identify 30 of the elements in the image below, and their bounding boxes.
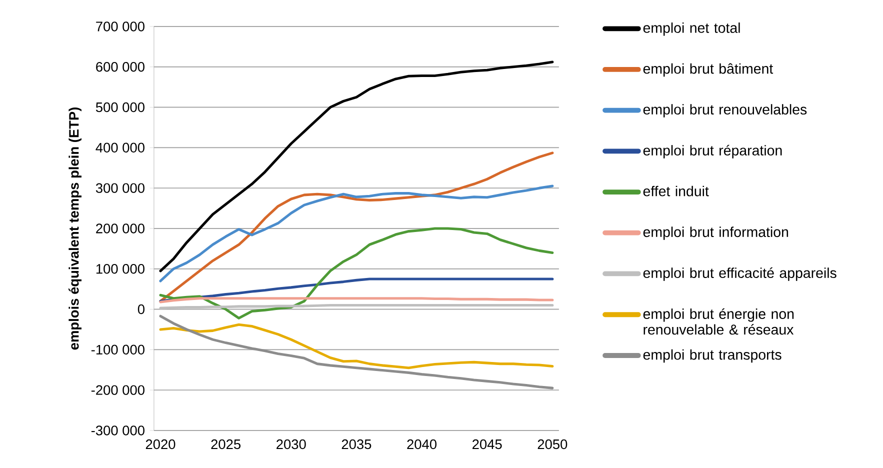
y-tick-label: 500 000 [96, 102, 144, 112]
legend-label: emploi net total [643, 22, 740, 36]
line-series [159, 152, 554, 303]
x-tick-label: 2020 [146, 440, 176, 450]
legend-label: emploi brut réparation [643, 145, 782, 158]
legend-label: emploi brut efficacité appareils [643, 268, 836, 281]
y-tick-label: -100 000 [91, 344, 144, 355]
y-tick-label: -300 000 [91, 426, 144, 436]
y-tick-label: 200 000 [96, 224, 144, 234]
x-tick-label: 2030 [276, 440, 306, 450]
legend-label: emploi brut transports [643, 349, 782, 363]
legend-label: emploi brut bâtiment [643, 63, 774, 77]
y-tick-label: 100 000 [96, 264, 144, 274]
x-tick-label: 2050 [538, 440, 568, 450]
x-tick-label: 2035 [342, 440, 372, 450]
y-tick-label: 0 [138, 304, 144, 314]
line-series [159, 227, 554, 320]
x-tick-label: 2025 [211, 440, 241, 450]
legend-label: effet induit [643, 186, 709, 196]
y-axis-title: emplois équivalent temps plein (ETP) [68, 108, 82, 350]
x-tick-label: 2045 [472, 440, 502, 450]
y-tick-label: 400 000 [96, 142, 144, 153]
legend-label: emploi brut énergie non renouvelable & réseaux [643, 308, 794, 335]
y-tick-label: 300 000 [96, 183, 144, 194]
y-tick-label: 700 000 [96, 22, 144, 32]
y-tick-label: -200 000 [91, 385, 144, 396]
legend-label: emploi brut information [643, 226, 788, 240]
x-tick-label: 2040 [407, 440, 436, 450]
y-tick-label: 600 000 [96, 62, 144, 72]
legend-label: emploi brut renouvelables [643, 104, 807, 118]
